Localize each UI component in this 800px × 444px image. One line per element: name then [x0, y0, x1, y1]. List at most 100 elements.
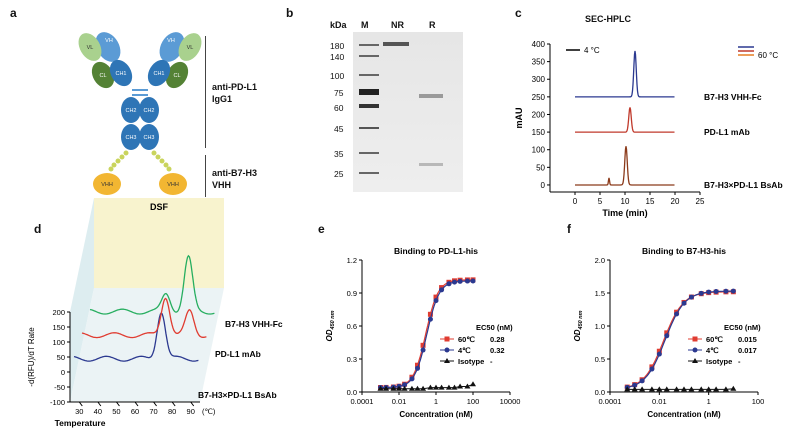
- x-tick-label: 90: [187, 407, 195, 416]
- ch2-domain-left: [121, 97, 141, 123]
- y-tick-label: -100: [50, 398, 65, 407]
- data-point: [656, 386, 663, 392]
- y-tick-label: 1.5: [595, 289, 605, 298]
- x-axis-title: Time (min): [602, 208, 647, 218]
- y-tick-label: 0.6: [347, 322, 357, 331]
- y-tick-label: 50: [57, 353, 65, 362]
- x-tick-label: 0.0001: [351, 397, 374, 406]
- floor: [70, 288, 224, 402]
- kda-label: kDa: [330, 20, 347, 30]
- ch3-domain-left: [121, 124, 141, 150]
- marker-100: 100: [330, 71, 345, 81]
- marker-60: 60: [334, 103, 344, 113]
- y-tick-label: 150: [52, 323, 65, 332]
- data-point: [681, 300, 687, 306]
- trace-label: PD-L1 mAb: [215, 349, 261, 359]
- igg1-label: IgG1: [212, 94, 233, 104]
- data-point: [639, 386, 646, 392]
- legend-marker: [692, 336, 698, 342]
- legend-label: Isotype: [706, 357, 732, 366]
- bracket-line-top: [205, 36, 206, 148]
- x-tick-label: 30: [75, 407, 83, 416]
- vh-label: VH: [167, 38, 175, 44]
- data-point: [415, 365, 420, 371]
- y-tick-label: 0.5: [595, 355, 605, 364]
- chart-title: Binding to B7-H3-his: [642, 246, 726, 256]
- y-axis-subscript: 450 nm: [578, 310, 584, 330]
- y-tick-label: 300: [532, 75, 546, 84]
- ch3-domain-right: [139, 124, 159, 150]
- data-point: [414, 385, 421, 391]
- x-tick-label: 25: [696, 197, 705, 206]
- data-point: [457, 278, 463, 284]
- trace-1: [575, 107, 675, 133]
- legend-value: 0.32: [490, 346, 505, 355]
- legend-marker: [444, 347, 450, 353]
- trace-label: B7-H3×PD-L1 BsAb: [198, 390, 277, 400]
- vh-domain-left: [95, 32, 121, 62]
- vl-label: VL: [87, 45, 94, 51]
- dsf-chart: DSF -100 -50 0 50 100 150 200 30 40 50 60 70 80 90 (℃) T…: [27, 198, 283, 428]
- legend-marker: [444, 358, 450, 363]
- data-point: [632, 382, 638, 388]
- y-tick-label: 100: [52, 338, 65, 347]
- gel-band-marker-60: [359, 104, 379, 108]
- data-point: [664, 330, 670, 336]
- legend-label: 4℃: [706, 346, 719, 355]
- linker-left: [108, 150, 129, 172]
- data-point: [713, 289, 719, 295]
- lane-label-nr: NR: [391, 20, 404, 30]
- data-point: [722, 386, 729, 392]
- isotype-line: [380, 383, 474, 390]
- y-tick-label: 0.9: [347, 289, 357, 298]
- sec-hplc-title: SEC-HPLC: [585, 14, 632, 24]
- vhh-label: VHH: [167, 182, 179, 188]
- data-point: [656, 348, 662, 354]
- marker-180: 180: [330, 41, 345, 51]
- legend-value: 0.017: [738, 346, 757, 355]
- data-point: [401, 385, 408, 391]
- data-point: [451, 384, 458, 390]
- panel-letter-e: e: [318, 222, 325, 236]
- y-axis-title: OD450 nm: [325, 310, 336, 341]
- data-point: [730, 385, 737, 391]
- ch1-label: CH1: [153, 71, 164, 77]
- x-tick-label: 100: [467, 397, 480, 406]
- pdl1-binding-chart: Binding to PD-L1-his 0.0 0.3 0.6 0.9 1.2 0.000…: [325, 246, 520, 419]
- trace-label: PD-L1 mAb: [704, 127, 750, 137]
- gel-band-marker-140: [359, 55, 379, 57]
- y-tick-label: 1.0: [595, 322, 605, 331]
- data-point: [713, 386, 720, 392]
- legend-value: -: [490, 357, 493, 366]
- y-tick-label: 200: [532, 110, 546, 119]
- vhh-domain-left: [93, 173, 121, 195]
- y-tick-label: 1.2: [347, 256, 357, 265]
- y-axis-subscript: 450 nm: [330, 310, 336, 330]
- legend-label: 60℃: [458, 335, 475, 344]
- data-point: [723, 288, 729, 294]
- panel-letter-a: a: [10, 6, 17, 20]
- data-point: [427, 316, 433, 322]
- vl-label: VL: [187, 45, 194, 51]
- x-tick: [134, 401, 139, 407]
- data-point: [408, 385, 415, 391]
- x-tick: [97, 401, 102, 407]
- data-point: [464, 278, 470, 284]
- legend-value: -: [738, 357, 741, 366]
- data-point: [705, 386, 712, 392]
- gel-band-marker-100: [359, 74, 379, 76]
- gel-band-marker-35: [359, 152, 379, 154]
- data-point: [674, 311, 680, 317]
- data-point: [631, 386, 638, 392]
- vhh-label: VHH: [101, 182, 113, 188]
- panel-letter-b: b: [286, 6, 294, 20]
- data-point: [409, 376, 415, 382]
- x-tick-label: 0: [573, 197, 578, 206]
- cl-label: CL: [173, 73, 180, 79]
- data-point: [427, 384, 434, 390]
- b7h3-binding-chart: Binding to B7-H3-his 0.0 0.5 1.0 1.5 2.0 0.000…: [573, 246, 764, 419]
- y-tick-label: 2.0: [595, 256, 605, 265]
- data-point: [639, 378, 645, 384]
- trace-2: [575, 146, 675, 186]
- cl-label: CL: [99, 73, 106, 79]
